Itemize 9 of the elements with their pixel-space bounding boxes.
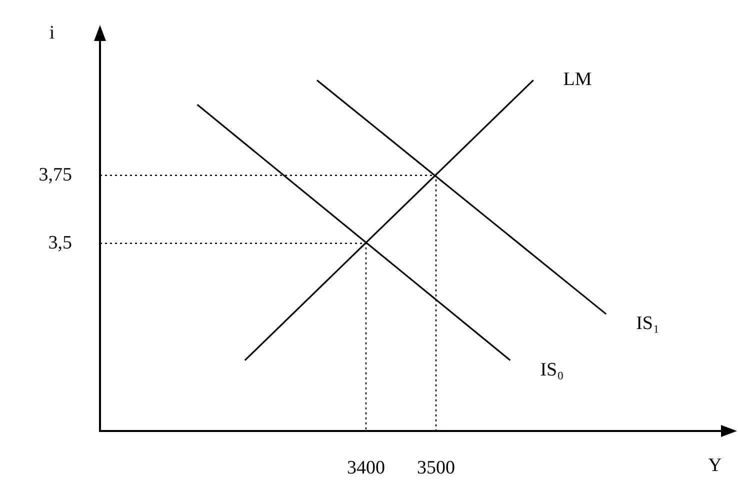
y-tick-label: 3,5	[48, 232, 72, 254]
x-axis-title: Y	[708, 454, 722, 476]
x-tick-label: 3500	[417, 457, 455, 478]
x-tick-label: 3400	[347, 457, 385, 478]
y-tick-label: 3,75	[38, 164, 72, 186]
series-label: IS₁	[636, 313, 660, 334]
series-label: IS₀	[540, 359, 564, 380]
series-label: LM	[563, 69, 592, 90]
y-axis-title: i	[49, 22, 55, 44]
